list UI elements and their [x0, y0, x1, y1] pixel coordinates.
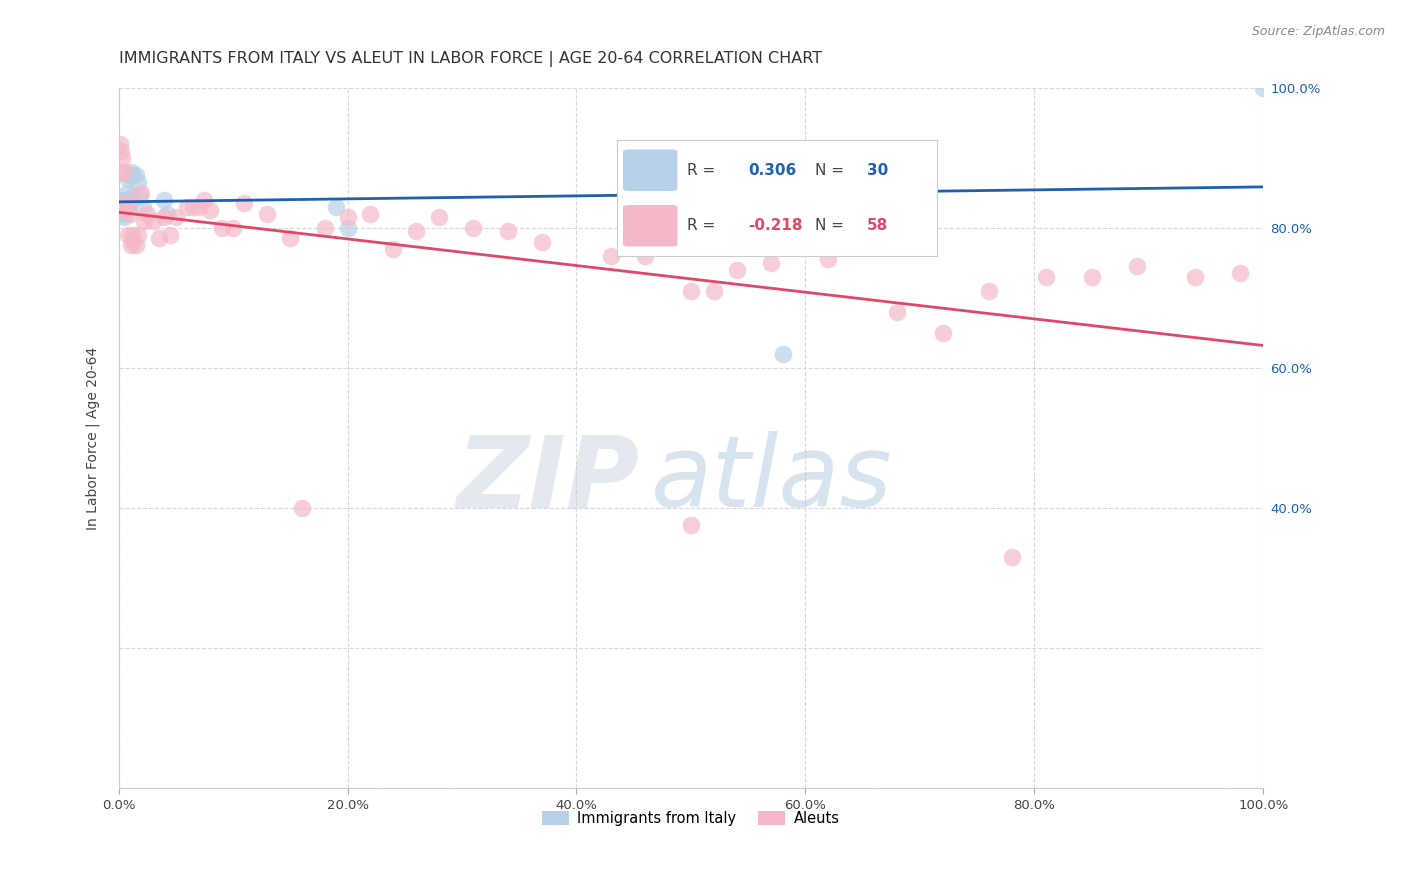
Y-axis label: In Labor Force | Age 20-64: In Labor Force | Age 20-64 — [86, 346, 100, 530]
Point — [886, 305, 908, 319]
Point — [817, 252, 839, 267]
Point — [122, 235, 145, 249]
Point — [278, 231, 301, 245]
Point — [108, 201, 131, 215]
Point — [131, 186, 153, 200]
Point — [1253, 80, 1275, 95]
Point — [531, 235, 554, 249]
Point — [1080, 269, 1102, 284]
Point — [121, 227, 143, 242]
Point — [1035, 269, 1057, 284]
Text: atlas: atlas — [651, 432, 893, 528]
Point — [127, 175, 149, 189]
Point — [153, 211, 176, 225]
Point — [181, 200, 204, 214]
Point — [634, 249, 657, 263]
Point — [118, 196, 141, 211]
Point — [118, 207, 141, 221]
Point — [112, 200, 135, 214]
Point — [1000, 549, 1022, 564]
Point — [112, 165, 135, 179]
Point — [148, 231, 170, 245]
Point — [932, 326, 955, 340]
Point — [165, 211, 187, 225]
Point — [382, 242, 405, 256]
Point — [120, 165, 142, 179]
Point — [679, 518, 702, 533]
Point — [325, 200, 347, 214]
Point — [111, 151, 134, 165]
Point — [125, 168, 148, 182]
Point — [759, 256, 782, 270]
Point — [599, 249, 621, 263]
Text: IMMIGRANTS FROM ITALY VS ALEUT IN LABOR FORCE | AGE 20-64 CORRELATION CHART: IMMIGRANTS FROM ITALY VS ALEUT IN LABOR … — [118, 51, 821, 67]
Point — [222, 220, 245, 235]
Point — [463, 220, 485, 235]
Point — [115, 200, 138, 214]
Point — [111, 165, 134, 179]
Point — [233, 196, 256, 211]
Point — [1229, 266, 1251, 280]
Point — [336, 211, 359, 225]
Legend: Immigrants from Italy, Aleuts: Immigrants from Italy, Aleuts — [536, 804, 846, 833]
Point — [120, 238, 142, 252]
Text: Source: ZipAtlas.com: Source: ZipAtlas.com — [1251, 25, 1385, 38]
Point — [336, 220, 359, 235]
Point — [115, 186, 138, 200]
Point — [108, 136, 131, 151]
Point — [111, 207, 134, 221]
Point — [159, 227, 181, 242]
Point — [122, 189, 145, 203]
Point — [111, 193, 134, 207]
Point — [703, 284, 725, 298]
Text: ZIP: ZIP — [457, 432, 640, 528]
Point — [198, 203, 221, 218]
Point — [1126, 260, 1149, 274]
Point — [156, 207, 179, 221]
Point — [132, 214, 155, 228]
Point — [359, 207, 381, 221]
Point — [117, 227, 139, 242]
Point — [125, 238, 148, 252]
Point — [679, 284, 702, 298]
Point — [129, 189, 152, 203]
Point — [114, 193, 136, 207]
Point — [114, 203, 136, 218]
Point — [193, 193, 215, 207]
Point — [977, 284, 1000, 298]
Point — [256, 207, 278, 221]
Point — [118, 196, 141, 211]
Point — [117, 171, 139, 186]
Point — [112, 194, 135, 209]
Point — [772, 347, 794, 361]
Point — [187, 200, 209, 214]
Point — [112, 201, 135, 215]
Point — [121, 168, 143, 182]
Point — [725, 262, 748, 277]
Point — [112, 211, 135, 225]
Point — [110, 205, 132, 219]
Point — [110, 144, 132, 158]
Point — [115, 193, 138, 207]
Point — [114, 198, 136, 212]
Point — [112, 196, 135, 211]
Point — [211, 220, 233, 235]
Point — [405, 224, 427, 238]
Point — [142, 214, 165, 228]
Point — [127, 227, 149, 242]
Point — [136, 207, 159, 221]
Point — [496, 224, 519, 238]
Point — [153, 193, 176, 207]
Point — [176, 200, 198, 214]
Point — [112, 196, 135, 211]
Point — [1184, 269, 1206, 284]
Point — [314, 220, 336, 235]
Point — [118, 168, 141, 182]
Point — [110, 196, 132, 211]
Point — [427, 211, 450, 225]
Point — [291, 500, 314, 515]
Point — [131, 200, 153, 214]
